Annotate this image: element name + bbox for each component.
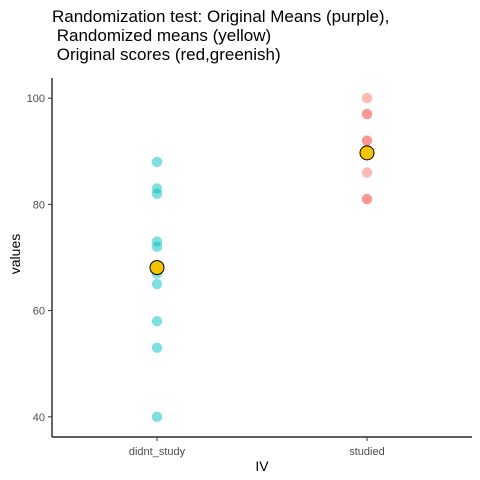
randomized-mean-marker [359, 145, 375, 161]
data-point [361, 135, 373, 146]
data-point [361, 92, 373, 104]
y-tick-label: 80 [33, 199, 45, 211]
mean-markers [149, 145, 375, 276]
axes: 40 60 80 100 didnt_study studied [27, 78, 472, 458]
chart-title: Randomization test: Original Means (purp… [52, 7, 389, 64]
data-points [151, 92, 373, 423]
data-point [151, 188, 163, 199]
y-tick-label: 40 [33, 412, 45, 424]
data-point [361, 108, 373, 120]
data-point [151, 278, 163, 290]
x-axis-label: IV [255, 458, 269, 474]
chart-title-line-2: Randomized means (yellow) [52, 26, 271, 45]
data-point [151, 156, 163, 168]
chart-title-line-3: Original scores (red,greenish) [52, 45, 281, 64]
data-point [151, 241, 163, 253]
data-point [361, 193, 373, 205]
data-point [151, 316, 163, 327]
y-tick-label: 60 [33, 306, 45, 318]
y-axis-label: values [7, 234, 23, 274]
data-point [361, 167, 373, 178]
data-point [151, 411, 163, 423]
chart-title-line-1: Randomization test: Original Means (purp… [52, 7, 389, 26]
x-tick-label: studied [349, 446, 384, 458]
x-tick-label: didnt_study [129, 446, 186, 458]
y-tick-label: 100 [27, 93, 45, 105]
randomized-mean-marker [149, 260, 165, 276]
data-point [151, 342, 163, 353]
